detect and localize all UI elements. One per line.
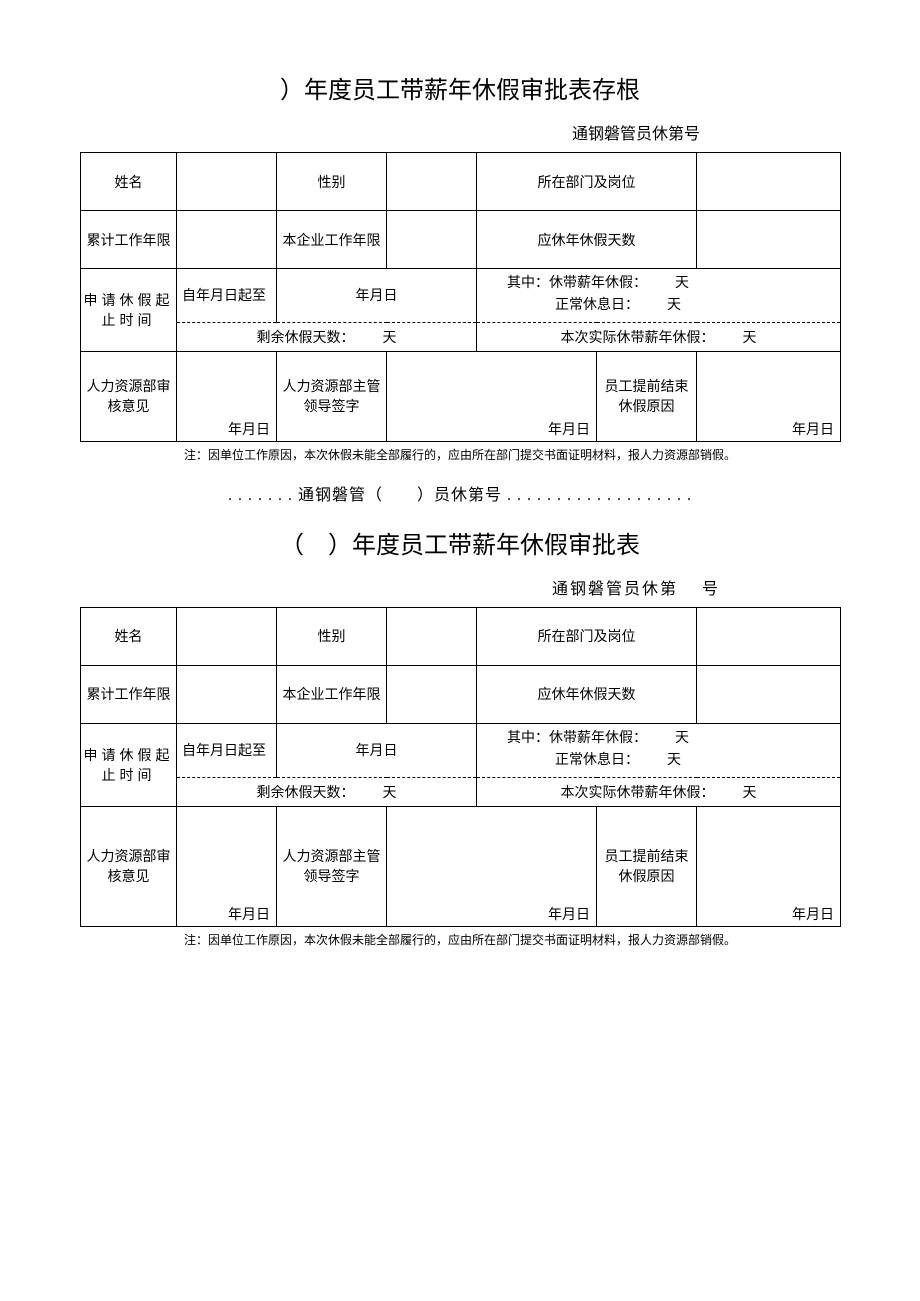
field-from[interactable]: 自年月日起至 xyxy=(177,269,277,323)
label-hr-leader-2: 人力资源部主管领导签字 xyxy=(277,806,387,926)
field-years-here[interactable] xyxy=(387,211,477,269)
field-gender[interactable] xyxy=(387,153,477,211)
field-hr-leader-2[interactable]: 年月日 xyxy=(387,806,597,926)
field-dept-2[interactable] xyxy=(697,607,841,665)
label-period-2: 申请休假起止时间 xyxy=(81,723,177,806)
label-years-here-2: 本企业工作年限 xyxy=(277,665,387,723)
field-from-2[interactable]: 自年月日起至 xyxy=(177,723,277,777)
label-leave-days: 应休年休假天数 xyxy=(477,211,697,269)
form1-note: 注：因单位工作原因，本次休假未能全部履行的，应由所在部门提交书面证明材料，报人力… xyxy=(80,446,840,463)
field-to[interactable]: 年月日 xyxy=(277,269,477,323)
label-years-total: 累计工作年限 xyxy=(81,211,177,269)
field-early-end[interactable]: 年月日 xyxy=(697,351,841,441)
label-hr-opinion: 人力资源部审核意见 xyxy=(81,351,177,441)
label-gender-2: 性别 xyxy=(277,607,387,665)
field-leave-days-2[interactable] xyxy=(697,665,841,723)
field-detail-2[interactable]: 其中：休带薪年休假： 天 正常休息日： 天 xyxy=(477,723,841,777)
field-years-total-2[interactable] xyxy=(177,665,277,723)
field-detail[interactable]: 其中：休带薪年休假： 天 正常休息日： 天 xyxy=(477,269,841,323)
form1-subtitle: 通钢磐管员休第号 xyxy=(80,120,840,144)
field-name[interactable] xyxy=(177,153,277,211)
form2-table: 姓名 性别 所在部门及岗位 累计工作年限 本企业工作年限 应休年休假天数 申请休… xyxy=(80,607,841,927)
label-years-total-2: 累计工作年限 xyxy=(81,665,177,723)
form1-table: 姓名 性别 所在部门及岗位 累计工作年限 本企业工作年限 应休年休假天数 申请休… xyxy=(80,152,841,442)
field-actual-2[interactable]: 本次实际休带薪年休假： 天 xyxy=(477,777,841,806)
form1-title: ）年度员工带薪年休假审批表存根 xyxy=(80,70,840,105)
field-early-end-2[interactable]: 年月日 xyxy=(697,806,841,926)
field-name-2[interactable] xyxy=(177,607,277,665)
field-to-2[interactable]: 年月日 xyxy=(277,723,477,777)
field-actual[interactable]: 本次实际休带薪年休假： 天 xyxy=(477,322,841,351)
field-remain[interactable]: 剩余休假天数： 天 xyxy=(177,322,477,351)
field-hr-opinion-2[interactable]: 年月日 xyxy=(177,806,277,926)
label-gender: 性别 xyxy=(277,153,387,211)
divider-line: . . . . . . . 通钢磐管（ ）员休第号 . . . . . . . … xyxy=(80,481,840,505)
form2-subtitle: 通钢磐管员休第 号 xyxy=(80,575,840,599)
label-dept: 所在部门及岗位 xyxy=(477,153,697,211)
label-years-here: 本企业工作年限 xyxy=(277,211,387,269)
label-early-end: 员工提前结束休假原因 xyxy=(597,351,697,441)
form2-title: （ ）年度员工带薪年休假审批表 xyxy=(80,525,840,560)
field-dept[interactable] xyxy=(697,153,841,211)
label-name-2: 姓名 xyxy=(81,607,177,665)
field-years-total[interactable] xyxy=(177,211,277,269)
field-gender-2[interactable] xyxy=(387,607,477,665)
field-hr-opinion[interactable]: 年月日 xyxy=(177,351,277,441)
label-name: 姓名 xyxy=(81,153,177,211)
form2-note: 注：因单位工作原因，本次休假未能全部履行的，应由所在部门提交书面证明材料，报人力… xyxy=(80,931,840,948)
label-hr-leader: 人力资源部主管领导签字 xyxy=(277,351,387,441)
field-leave-days[interactable] xyxy=(697,211,841,269)
label-early-end-2: 员工提前结束休假原因 xyxy=(597,806,697,926)
label-dept-2: 所在部门及岗位 xyxy=(477,607,697,665)
field-years-here-2[interactable] xyxy=(387,665,477,723)
label-hr-opinion-2: 人力资源部审核意见 xyxy=(81,806,177,926)
field-hr-leader[interactable]: 年月日 xyxy=(387,351,597,441)
label-leave-days-2: 应休年休假天数 xyxy=(477,665,697,723)
label-period: 申请休假起止时间 xyxy=(81,269,177,352)
field-remain-2[interactable]: 剩余休假天数： 天 xyxy=(177,777,477,806)
